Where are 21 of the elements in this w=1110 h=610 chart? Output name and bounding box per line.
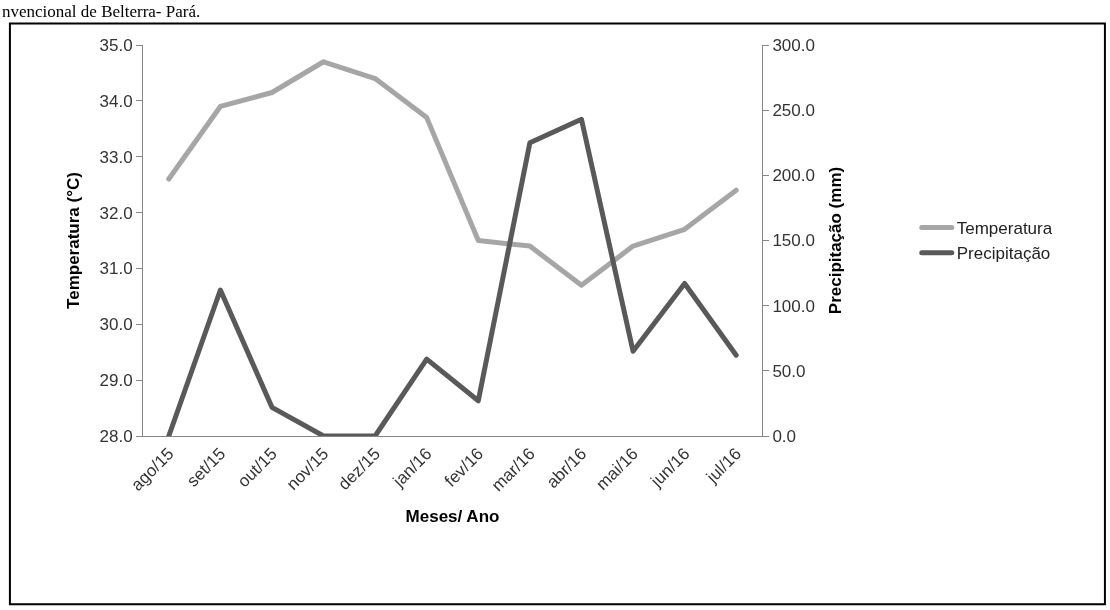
y2-tick-label: 50.0	[772, 361, 806, 381]
text: nvencional de Belterra- Pará.	[2, 2, 201, 21]
y-tick-label: 35.0	[99, 35, 133, 55]
y-tick-label: 30.0	[99, 315, 133, 335]
y2-tick-label: 200.0	[772, 166, 815, 186]
y2-tick-label: 300.0	[772, 35, 815, 55]
y-tick-label: 29.0	[99, 371, 133, 391]
legend-label: Precipitação	[956, 244, 1051, 264]
y-tick-label: 32.0	[99, 203, 133, 223]
y2-tick-label: 250.0	[772, 101, 815, 121]
y-tick-label: 28.0	[99, 426, 133, 446]
x-axis-title: Meses/ Ano	[405, 506, 500, 526]
y-tick-label: 31.0	[99, 259, 133, 279]
y2-tick-label: 150.0	[772, 231, 815, 251]
y2-tick-label: 0.0	[772, 426, 797, 446]
y2-axis-title: Precipitação (mm)	[826, 166, 846, 315]
y2-tick-label: 100.0	[772, 296, 815, 316]
legend-label: Temperatura	[956, 219, 1053, 239]
y-axis-title: Temperatura (°C)	[64, 172, 84, 309]
y-tick-label: 33.0	[99, 147, 133, 167]
y-tick-label: 34.0	[99, 91, 133, 111]
